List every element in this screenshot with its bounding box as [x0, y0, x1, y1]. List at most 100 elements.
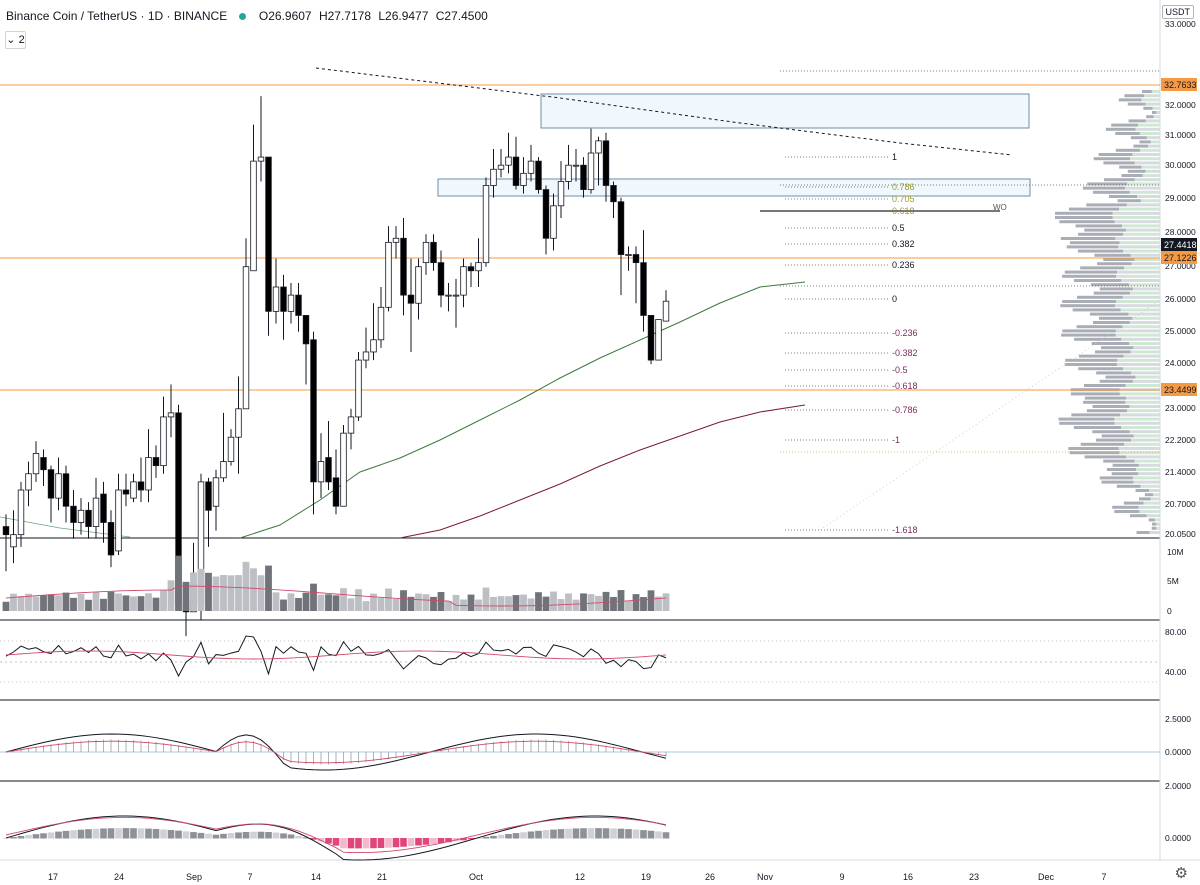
volume-bar — [655, 596, 662, 611]
volume-bar — [422, 594, 430, 611]
macd2-hist — [32, 834, 40, 839]
profile-bar — [1152, 106, 1160, 110]
profile-bar — [1133, 434, 1160, 438]
symbol-title[interactable]: Binance Coin / TetherUS · 1D · BINANCE — [6, 9, 228, 23]
rsi-pane — [0, 635, 1160, 683]
volume-bar — [580, 593, 587, 611]
macd2-hist — [385, 838, 392, 848]
volume-bar — [475, 599, 482, 611]
candle-body — [370, 339, 377, 353]
candle-body — [550, 205, 557, 239]
candle-body — [92, 497, 100, 527]
profile-bar — [1104, 178, 1135, 182]
profile-bar — [1124, 266, 1160, 270]
profile-bar — [1060, 304, 1116, 308]
price-tick: 30.0000 — [1165, 160, 1196, 170]
profile-bar — [1090, 283, 1129, 287]
profile-bar — [1145, 102, 1160, 106]
profile-bar — [1077, 249, 1124, 253]
volume-bar — [47, 594, 55, 611]
macd2-hist — [610, 828, 617, 839]
profile-bar — [1154, 518, 1160, 522]
profile-bar — [1118, 447, 1160, 450]
volume-bar — [92, 591, 100, 611]
profile-bar — [1112, 216, 1160, 219]
candle-body — [107, 522, 115, 556]
volume-tick: 0 — [1167, 606, 1172, 616]
candle-body — [152, 457, 160, 467]
price-label: 32.7633 — [1164, 80, 1197, 90]
profile-bar — [1118, 245, 1160, 249]
candle-body — [242, 266, 250, 410]
profile-bar — [1094, 253, 1131, 257]
volume-bar — [355, 589, 362, 611]
gear-icon[interactable]: ⚙ — [1174, 865, 1188, 882]
indicators-toggle-button[interactable]: ⌄ 2 — [5, 31, 26, 49]
profile-bar — [1136, 468, 1160, 471]
profile-bar — [1096, 371, 1132, 375]
candle-body — [227, 436, 235, 462]
profile-bar — [1125, 186, 1160, 190]
profile-bar — [1086, 203, 1127, 207]
profile-bar — [1124, 442, 1160, 446]
profile-bar — [1078, 367, 1124, 371]
macd1-tick: 2.5000 — [1165, 714, 1191, 724]
macd2-hist — [250, 831, 257, 839]
macd2-hist — [332, 838, 340, 846]
time-axis[interactable]: 17 24 Sep 7 14 21 Oct 12 19 26 Nov 9 16 23 Dec 7 — [48, 872, 1107, 882]
profile-bar — [1124, 94, 1145, 98]
profile-bar — [1131, 371, 1160, 375]
profile-bar — [1121, 174, 1143, 177]
trendline[interactable] — [315, 67, 1013, 156]
profile-bar — [1145, 119, 1160, 123]
profile-bar — [1140, 148, 1160, 152]
profile-bar — [1115, 274, 1160, 278]
candle-body — [437, 262, 445, 296]
volume-bar — [542, 596, 550, 611]
profile-bar — [1069, 241, 1120, 245]
macd2-hist — [392, 838, 400, 848]
volume-bar — [212, 576, 220, 611]
volume-bar — [617, 590, 625, 611]
candle-body — [497, 164, 505, 170]
fib-label: -0.618 — [892, 381, 918, 391]
volume-bar — [272, 592, 280, 611]
currency-unit-badge[interactable]: USDT — [1161, 5, 1194, 19]
volume-bar — [70, 597, 77, 611]
profile-bar — [1151, 526, 1157, 530]
price-axis[interactable]: 33.0000 32.0000 31.0000 30.0000 29.0000 28.00… — [1161, 19, 1197, 843]
candle-body — [565, 164, 572, 182]
profile-bar — [1133, 144, 1149, 148]
fib-label: 0 — [892, 294, 897, 304]
rsi-tick: 40.00 — [1165, 667, 1187, 677]
price-tick: 25.0000 — [1165, 326, 1196, 336]
candle-body — [310, 339, 317, 483]
price-label-bg — [1161, 251, 1197, 264]
profile-bar — [1087, 182, 1128, 186]
volume-bar — [77, 593, 85, 611]
volume-bar — [25, 593, 32, 611]
macd2-hist — [497, 834, 505, 839]
volume-bar — [640, 597, 647, 611]
profile-bar — [1114, 421, 1160, 425]
profile-bar — [1075, 224, 1123, 228]
macd2-hist — [2, 838, 10, 839]
rsi-signal — [5, 650, 667, 660]
macd1-tick: 0.0000 — [1165, 747, 1191, 757]
volume-bar — [437, 592, 445, 611]
volume-bar — [190, 572, 197, 611]
profile-bar — [1131, 262, 1160, 266]
rsi-tick: 80.00 — [1165, 627, 1187, 637]
macd2-hist — [565, 828, 572, 839]
profile-bar — [1122, 325, 1160, 329]
macd2-hist — [92, 828, 100, 839]
profile-bar — [1125, 228, 1160, 232]
profile-bar — [1125, 384, 1160, 387]
profile-bar — [1092, 405, 1130, 408]
volume-bar — [205, 572, 212, 611]
volume-bar — [497, 596, 505, 611]
volume-bar — [467, 594, 475, 611]
profile-bar — [1131, 438, 1160, 442]
profile-bar — [1099, 476, 1133, 480]
